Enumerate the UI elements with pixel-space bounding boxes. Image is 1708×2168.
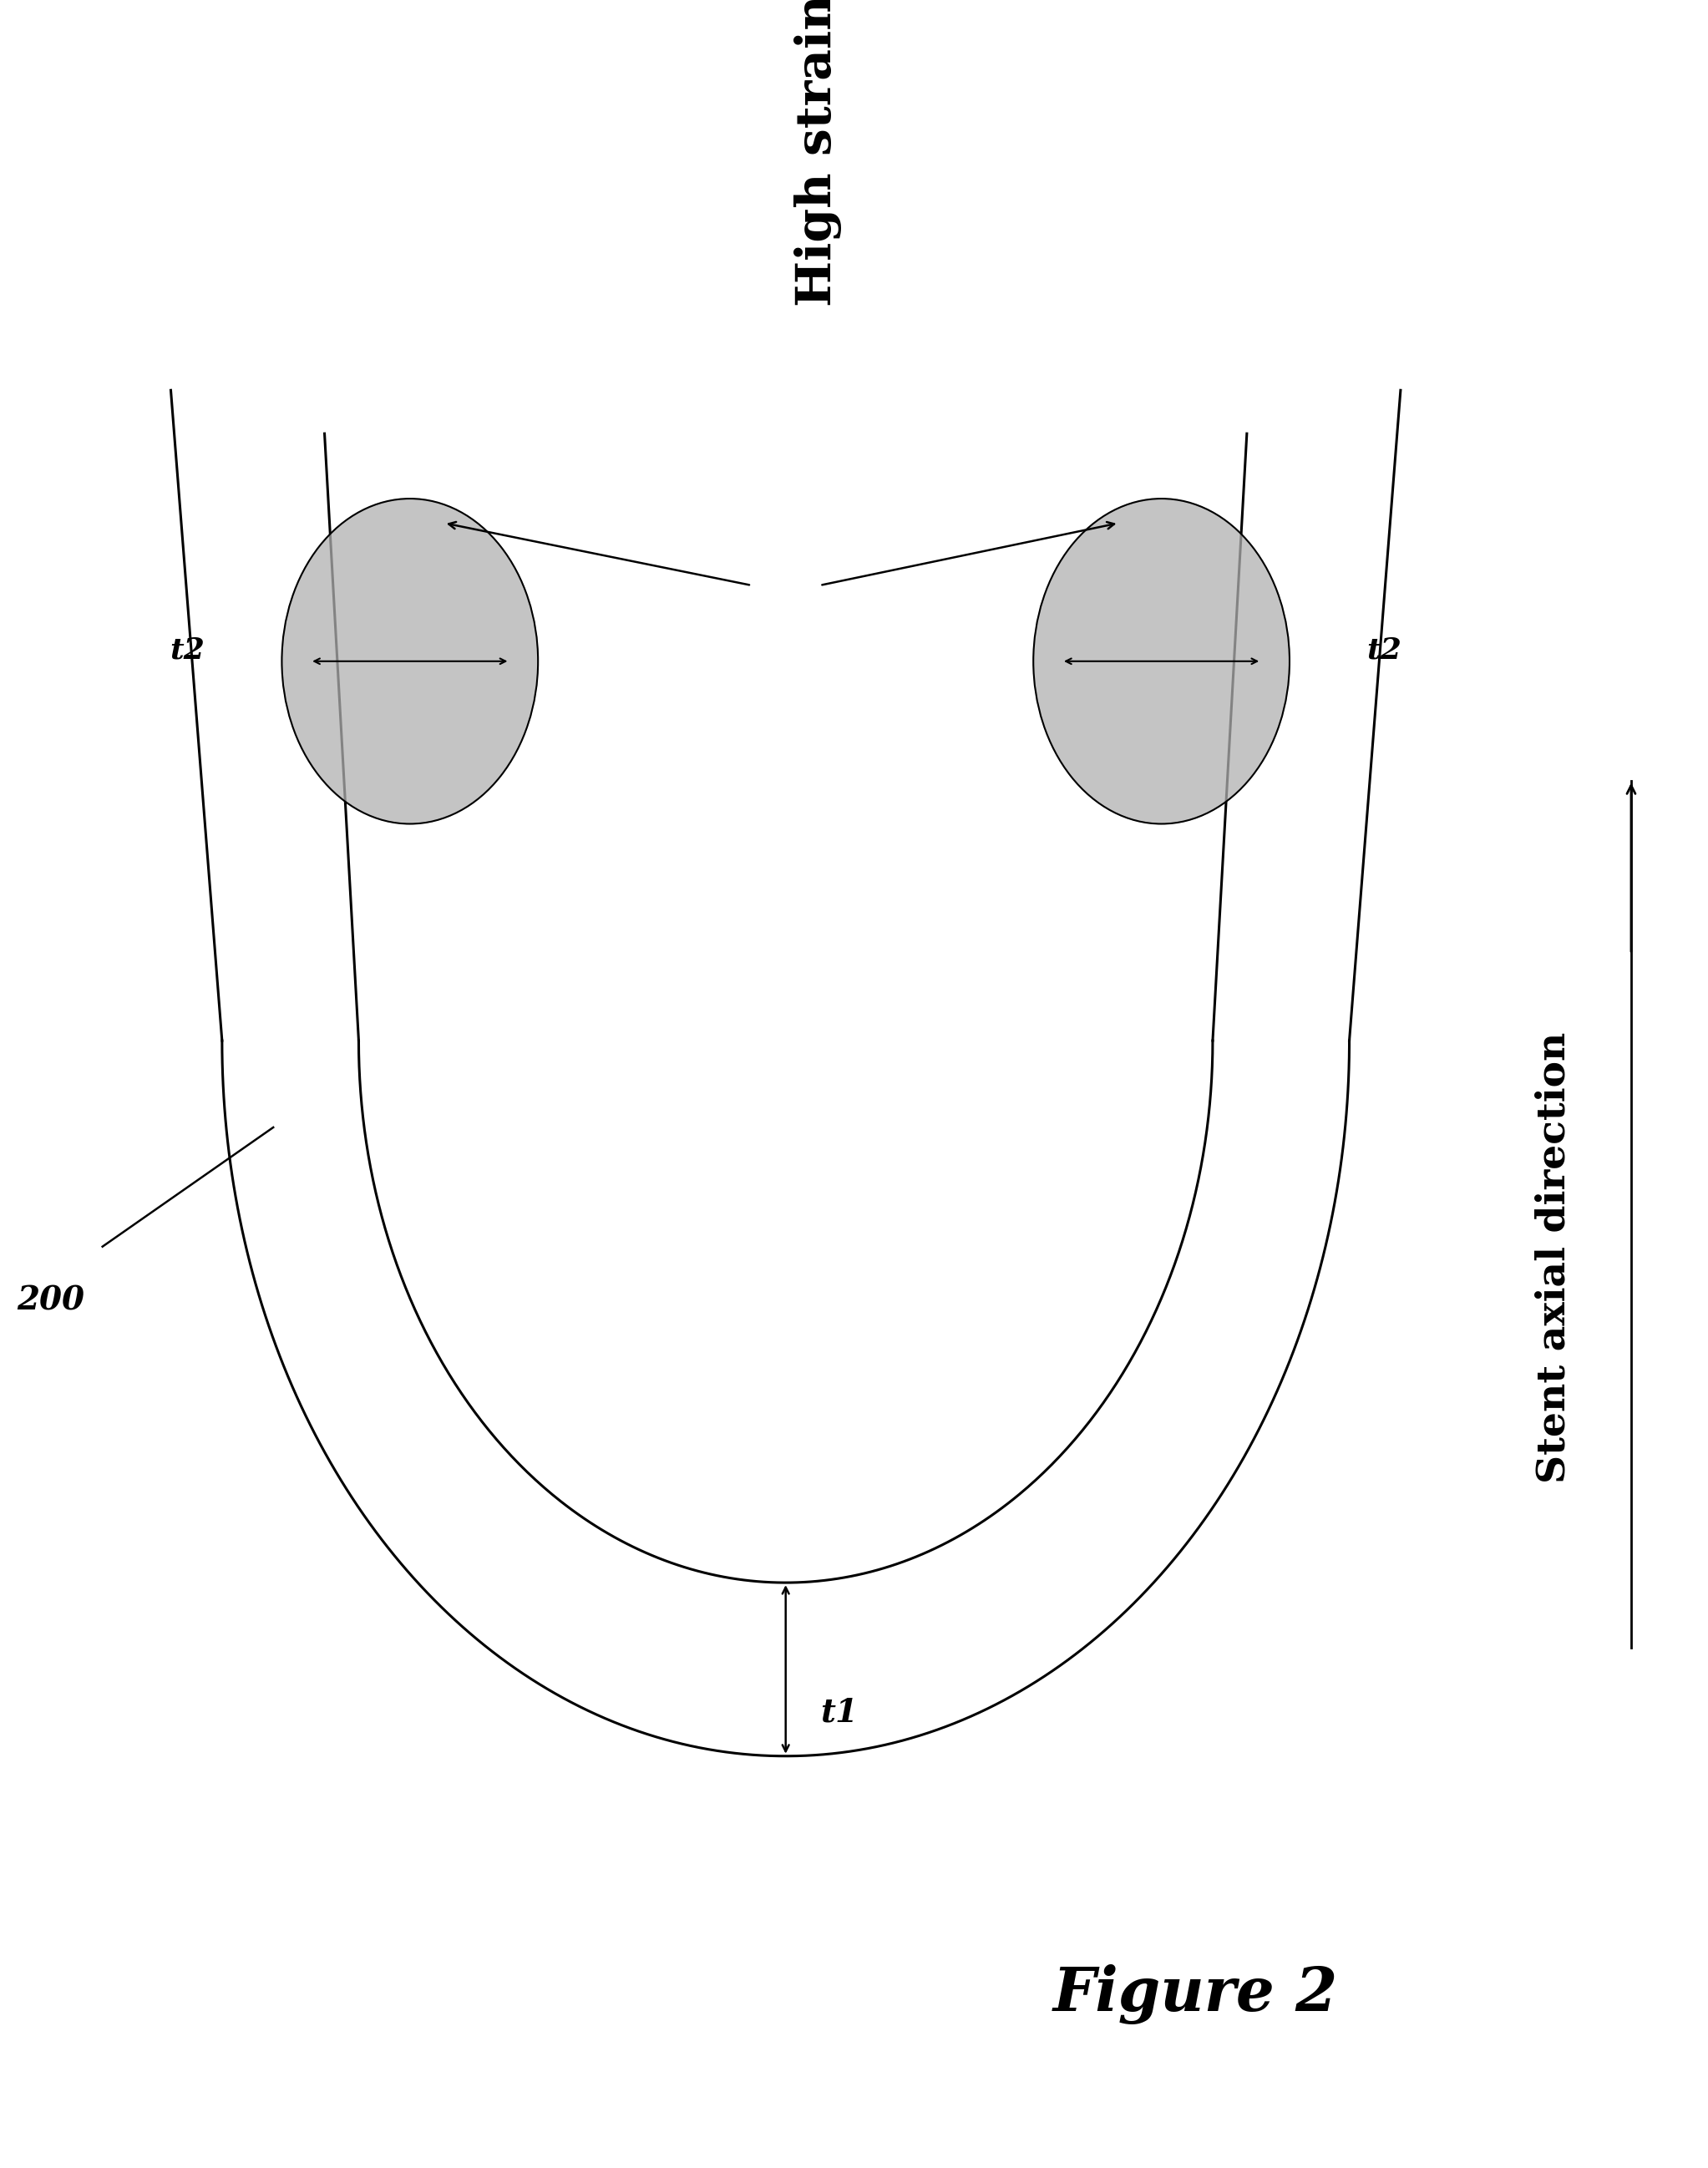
Text: t1: t1	[820, 1698, 857, 1728]
Text: t2: t2	[171, 635, 205, 666]
Text: t2: t2	[1366, 635, 1401, 666]
Circle shape	[282, 499, 538, 824]
Text: Stent axial direction: Stent axial direction	[1535, 1032, 1573, 1483]
Text: 200: 200	[17, 1286, 85, 1316]
Circle shape	[1033, 499, 1290, 824]
Text: Figure 2: Figure 2	[1054, 1964, 1337, 2025]
Text: High strain zones: High strain zones	[794, 0, 842, 306]
